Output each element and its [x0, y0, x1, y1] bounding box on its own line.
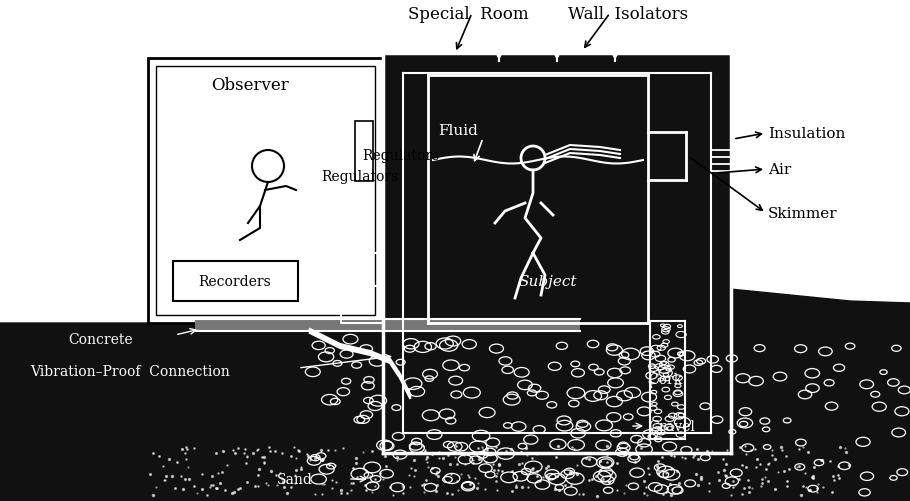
Bar	[156, 67, 375, 315]
Text: Wall  Isolators: Wall Isolators	[568, 6, 688, 23]
Polygon shape	[0, 287, 910, 501]
Text: Cork: Cork	[648, 372, 682, 386]
Text: Special  Room: Special Room	[408, 6, 529, 23]
Text: Gravel: Gravel	[648, 419, 695, 433]
Text: Regulators: Regulators	[362, 149, 440, 163]
Text: Regulators: Regulators	[321, 170, 399, 184]
Bar	[0, 323, 910, 501]
Bar	[195, 319, 580, 331]
Text: Fluid: Fluid	[438, 124, 478, 138]
Text: Skimmer: Skimmer	[768, 206, 837, 220]
Text: Insulation: Insulation	[768, 127, 845, 141]
Bar	[173, 262, 298, 302]
Bar	[148, 59, 383, 323]
Bar	[148, 59, 383, 323]
Bar	[355, 122, 373, 182]
Text: Recorders: Recorders	[198, 275, 271, 289]
Bar	[383, 54, 731, 453]
Text: Vibration–Proof  Connection: Vibration–Proof Connection	[30, 364, 229, 378]
Text: Observer: Observer	[211, 77, 288, 94]
Text: Air: Air	[768, 163, 792, 177]
Text: Subject: Subject	[519, 275, 577, 289]
Text: Concrete: Concrete	[68, 332, 133, 346]
Text: Sand: Sand	[277, 472, 313, 486]
